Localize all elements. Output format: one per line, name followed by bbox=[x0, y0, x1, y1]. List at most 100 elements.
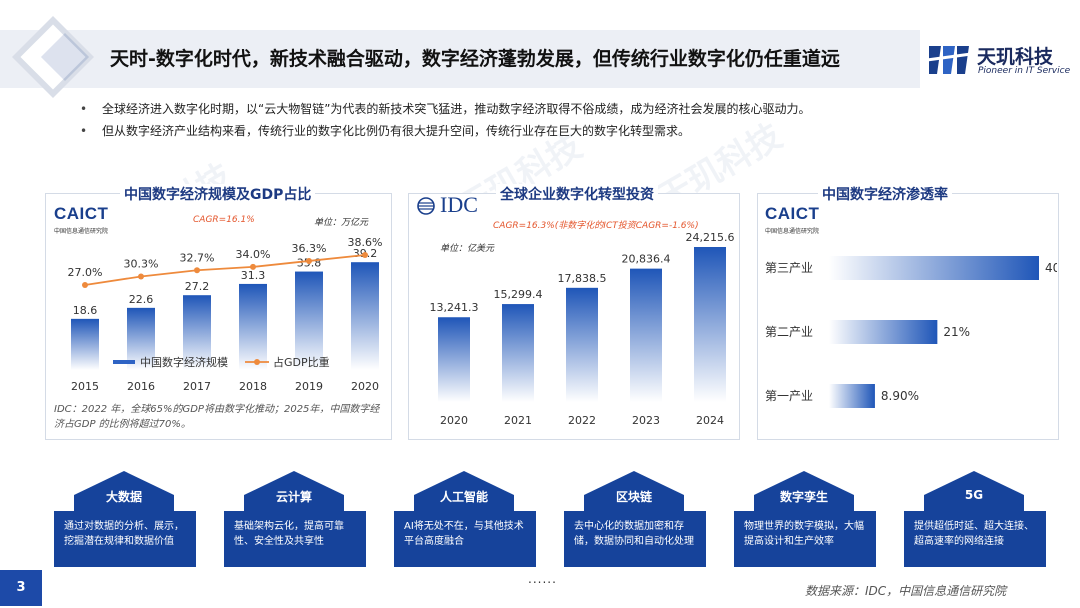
gdp-ratio-label: 36.3% bbox=[292, 242, 327, 255]
tech-card-arrow-icon bbox=[414, 471, 514, 513]
penetration-value-label: 40.70% bbox=[1045, 261, 1057, 275]
gdp-chart-note: IDC：2022 年，全球65%的GDP将由数字化推动；2025年，中国数字经济… bbox=[54, 404, 380, 430]
company-logo-icon bbox=[926, 46, 972, 74]
gdp-year-label: 2018 bbox=[239, 380, 267, 393]
investment-bar-label: 13,241.3 bbox=[430, 301, 479, 314]
caict-logo: CAICT bbox=[765, 204, 820, 223]
tech-card-description: 基础架构云化，提高可靠性、安全性及共享性 bbox=[224, 511, 366, 567]
gdp-bar bbox=[71, 318, 99, 370]
investment-bar bbox=[630, 268, 662, 402]
tech-card-arrow-icon bbox=[74, 471, 174, 513]
gdp-year-label: 2017 bbox=[183, 380, 211, 393]
header-bar bbox=[0, 30, 920, 88]
legend-line-dot bbox=[254, 359, 260, 365]
gdp-ratio-line bbox=[84, 254, 366, 286]
gdp-bar-label: 27.2 bbox=[185, 280, 210, 293]
tech-card-label: 数字孪生 bbox=[779, 490, 828, 504]
penetration-value-label: 21% bbox=[943, 325, 970, 339]
investment-bar-label: 20,836.4 bbox=[622, 253, 671, 266]
tech-card-description: 物理世界的数字模拟，大幅提高设计和生产效率 bbox=[734, 511, 876, 567]
penetration-value-label: 8.90% bbox=[881, 389, 919, 403]
tech-card-description: 通过对数据的分析、展示，挖掘潜在规律和数据价值 bbox=[54, 511, 196, 567]
gdp-chart: 18.6201522.6201627.2201731.3201835.82019… bbox=[68, 236, 383, 393]
investment-bar bbox=[502, 304, 534, 402]
investment-chart: 13,241.3 2020 15,299.4 2021 17,838.5 2022 20,8… bbox=[430, 231, 735, 427]
gdp-bar-label: 31.3 bbox=[241, 269, 266, 282]
bullet-item: • 全球经济进入数字化时期，以“云大物智链”为代表的新技术突飞猛进，推动数字经济取… bbox=[80, 102, 811, 116]
gdp-ratio-label: 30.3% bbox=[124, 257, 159, 270]
legend-line-label: 占GDP比重 bbox=[273, 355, 330, 369]
gdp-bar bbox=[239, 283, 267, 370]
investment-cagr: CAGR=16.3%(非数字化的ICT投资CAGR=-1.6%) bbox=[493, 221, 699, 231]
investment-year-label: 2021 bbox=[504, 414, 532, 427]
tech-card-label: 5G bbox=[964, 488, 984, 502]
gdp-ratio-point bbox=[194, 267, 200, 274]
gdp-ratio-label: 34.0% bbox=[236, 248, 271, 261]
investment-bar bbox=[438, 317, 470, 402]
page-number: 3 bbox=[0, 570, 42, 606]
investment-year-label: 2024 bbox=[696, 414, 724, 427]
penetration-category-label: 第一产业 bbox=[765, 389, 813, 403]
company-logo-tagline: Pioneer in IT Service bbox=[978, 66, 1071, 76]
gdp-ratio-point bbox=[306, 257, 312, 264]
tech-card-arrow-icon bbox=[754, 471, 854, 513]
investment-bar bbox=[566, 287, 598, 402]
tech-card-arrow-icon bbox=[924, 471, 1024, 513]
idc-logo: IDC bbox=[440, 192, 478, 217]
company-logo-name: 天玑科技 bbox=[977, 46, 1054, 68]
investment-chart-title: 全球企业数字化转型投资 bbox=[496, 184, 658, 204]
tech-card-description: 去中心化的数据加密和存储，数据协同和自动化处理 bbox=[564, 511, 706, 567]
tech-card-label: 人工智能 bbox=[439, 490, 488, 504]
caict-logo-sub: 中国信息通信研究院 bbox=[54, 228, 109, 235]
tech-card-description: 提供超低时延、超大连接、超高速率的网络连接 bbox=[904, 511, 1046, 567]
gdp-ratio-point bbox=[82, 282, 88, 288]
gdp-year-label: 2015 bbox=[71, 380, 99, 393]
intro-bullets: • 全球经济进入数字化时期，以“云大物智链”为代表的新技术突飞猛进，推动数字经济取… bbox=[80, 98, 810, 142]
gdp-bar-label: 22.6 bbox=[129, 293, 154, 306]
caict-logo-sub: 中国信息通信研究院 bbox=[765, 228, 820, 235]
investment-year-label: 2022 bbox=[568, 414, 596, 427]
investment-unit: 单位：亿美元 bbox=[440, 244, 495, 254]
gdp-year-label: 2020 bbox=[351, 380, 379, 393]
tech-card-label: 大数据 bbox=[105, 490, 142, 504]
tech-card-label: 区块链 bbox=[615, 490, 652, 504]
gdp-ratio-point bbox=[138, 273, 144, 280]
gdp-chart-panel bbox=[45, 193, 392, 440]
gdp-ratio-point bbox=[362, 252, 368, 258]
penetration-bar bbox=[829, 320, 938, 344]
tech-card-arrow-icon bbox=[244, 471, 344, 513]
penetration-category-label: 第三产业 bbox=[765, 261, 813, 275]
legend-bar-label: 中国数字经济规模 bbox=[140, 355, 228, 369]
gdp-bar-label: 18.6 bbox=[73, 304, 98, 317]
gdp-bar bbox=[183, 295, 211, 370]
gdp-year-label: 2019 bbox=[295, 380, 323, 393]
gdp-cagr: CAGR=16.1% bbox=[193, 215, 255, 225]
penetration-chart: 第三产业 40.70% 第二产业 21% 第一产业 8.90% bbox=[765, 256, 1057, 408]
tech-card-arrow-icon bbox=[584, 471, 684, 513]
investment-bar-label: 24,215.6 bbox=[686, 231, 735, 244]
gdp-bar bbox=[295, 271, 323, 370]
gdp-bar bbox=[127, 307, 155, 370]
idc-globe-icon bbox=[417, 197, 435, 215]
caict-logo: CAICT bbox=[54, 204, 109, 223]
page-title: 天时-数字化时代，新技术融合驱动，数字经济蓬勃发展，但传统行业数字化仍任重道远 bbox=[110, 48, 840, 70]
data-source: 数据来源：IDC，中国信息通信研究院 bbox=[805, 584, 1007, 598]
gdp-unit: 单位：万亿元 bbox=[314, 218, 369, 228]
gdp-ratio-point bbox=[250, 263, 256, 270]
tech-card-description: AI将无处不在，与其他技术平台高度融合 bbox=[394, 511, 536, 567]
penetration-bar bbox=[829, 384, 875, 408]
investment-bar bbox=[694, 247, 726, 402]
gdp-year-label: 2016 bbox=[127, 380, 155, 393]
gdp-chart-title: 中国数字经济规模及GDP占比 bbox=[120, 184, 316, 204]
investment-bar-label: 17,838.5 bbox=[558, 272, 607, 285]
legend-bar-swatch bbox=[113, 360, 135, 364]
more-indicator: ...... bbox=[528, 572, 557, 586]
penetration-chart-panel bbox=[757, 193, 1059, 440]
gdp-ratio-label: 32.7% bbox=[180, 251, 215, 264]
gdp-ratio-label: 38.6% bbox=[348, 236, 383, 249]
gdp-bar bbox=[351, 262, 379, 370]
investment-bar-label: 15,299.4 bbox=[494, 288, 543, 301]
penetration-bar bbox=[829, 256, 1039, 280]
investment-year-label: 2023 bbox=[632, 414, 660, 427]
penetration-chart-title: 中国数字经济渗透率 bbox=[818, 184, 952, 204]
